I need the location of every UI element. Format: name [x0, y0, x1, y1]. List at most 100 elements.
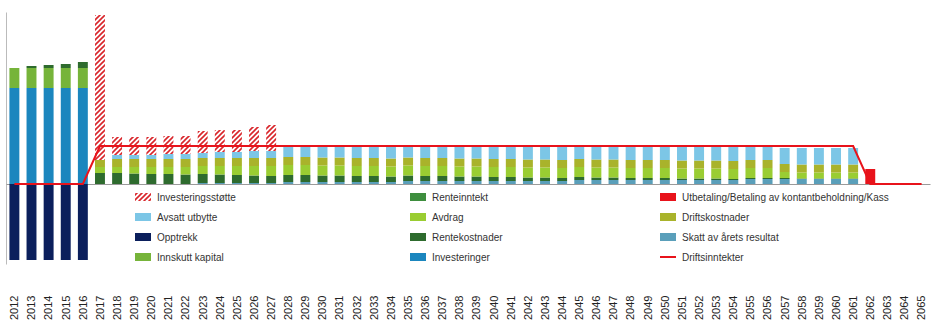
- bar-segment: [643, 168, 653, 178]
- legend-item: Avdrag: [410, 212, 464, 223]
- x-tick-label: 2032: [351, 296, 363, 320]
- bar-segment: [163, 174, 173, 184]
- x-tick: 2026: [248, 184, 260, 320]
- bar-segment: [557, 160, 567, 168]
- bar-segment: [506, 159, 516, 167]
- bar-segment: [283, 157, 293, 165]
- x-tick-label: 2023: [197, 296, 209, 320]
- bar-segment: [540, 145, 550, 160]
- bar-segment: [335, 182, 345, 184]
- x-tick-label: 2017: [94, 296, 106, 320]
- bar-segment: [27, 184, 37, 260]
- bar-segment: [626, 178, 636, 180]
- bar-segment: [472, 167, 482, 177]
- bar-segment: [386, 145, 396, 159]
- bar-segment: [557, 178, 567, 181]
- x-tick-label: 2047: [607, 296, 619, 320]
- bar-segment: [643, 145, 653, 160]
- x-tick: 2042: [522, 184, 534, 320]
- bar-segment: [9, 68, 19, 88]
- bar-segment: [626, 168, 636, 178]
- bar-segment: [215, 183, 225, 184]
- bar-segment: [95, 167, 105, 173]
- bar-segment: [215, 166, 225, 175]
- x-tick-label: 2037: [436, 296, 448, 320]
- bar-segment: [283, 175, 293, 182]
- bar-segment: [523, 168, 533, 178]
- x-tick-label: 2062: [864, 296, 876, 320]
- bar-segment: [660, 178, 670, 180]
- bar-segment: [506, 177, 516, 181]
- bar-segment: [574, 167, 584, 177]
- bar-segment: [677, 169, 687, 179]
- legend-label: Avdrag: [432, 212, 464, 223]
- bar-segment: [523, 178, 533, 182]
- bar-segment: [489, 145, 499, 159]
- bar-segment: [215, 130, 225, 152]
- bar-segment: [232, 130, 242, 152]
- bar-segment: [249, 183, 259, 184]
- legend-label: Utbetaling/Betaling av kontantbeholdning…: [682, 192, 889, 203]
- bar-segment: [215, 175, 225, 184]
- x-tick-label: 2031: [333, 296, 345, 320]
- bar-segment: [112, 173, 122, 184]
- x-tick: 2061: [847, 184, 859, 320]
- bar-segment: [694, 179, 704, 181]
- x-tick-label: 2038: [453, 296, 465, 320]
- bar-segment: [420, 166, 430, 176]
- bar-segment: [831, 173, 841, 179]
- bar-segment: [745, 168, 755, 178]
- bar-segment: [763, 160, 773, 168]
- bar-segment: [318, 182, 328, 184]
- bar-segment: [198, 158, 208, 166]
- x-tick-label: 2044: [556, 296, 568, 320]
- legend-item: Skatt av årets resultat: [660, 232, 779, 243]
- x-tick: 2019: [128, 184, 140, 320]
- bar-segment: [489, 167, 499, 177]
- x-tick-label: 2016: [77, 296, 89, 320]
- bar-segment: [677, 145, 687, 161]
- bar-segment: [643, 160, 653, 168]
- bar-segment: [232, 152, 242, 158]
- bar-segment: [146, 174, 156, 184]
- bar-segment: [112, 159, 122, 167]
- bar-segment: [437, 158, 447, 166]
- bar-segment: [266, 183, 276, 184]
- bar-segment: [797, 165, 807, 173]
- bar-segment: [454, 181, 464, 184]
- bar-segment: [386, 159, 396, 167]
- legend-item: Innskutt kapital: [135, 252, 224, 263]
- bar-segment: [403, 176, 413, 182]
- x-tick: 2012: [8, 184, 20, 320]
- bar-segment: [369, 182, 379, 184]
- x-tick: 2065: [915, 184, 927, 320]
- bar-segment: [574, 180, 584, 184]
- bar-segment: [489, 177, 499, 181]
- bar-segment: [797, 179, 807, 184]
- x-tick: 2028: [282, 184, 294, 320]
- x-tick: 2047: [607, 184, 619, 320]
- x-tick-label: 2012: [8, 296, 20, 320]
- bar-segment: [660, 168, 670, 178]
- bar-segment: [848, 173, 858, 179]
- x-tick-label: 2059: [813, 296, 825, 320]
- bar-segment: [386, 182, 396, 184]
- bar-segment: [745, 178, 755, 179]
- bar-segment: [300, 165, 310, 175]
- legend-label: Renteinntekt: [432, 192, 488, 203]
- bar-segment: [780, 178, 790, 179]
- y-axis-line: [6, 13, 7, 265]
- bar-segment: [848, 179, 858, 184]
- bar-segment: [591, 160, 601, 168]
- bar-segment: [146, 167, 156, 174]
- bar-segment: [745, 145, 755, 160]
- bar-segment: [403, 181, 413, 184]
- bar-segment: [44, 184, 54, 260]
- bar-segment: [523, 160, 533, 168]
- bar-segment: [814, 173, 824, 179]
- bar-segment: [643, 180, 653, 184]
- x-tick: 2025: [231, 184, 243, 320]
- x-tick-label: 2046: [590, 296, 602, 320]
- legend-swatch: [410, 213, 426, 221]
- x-tick-label: 2027: [265, 296, 277, 320]
